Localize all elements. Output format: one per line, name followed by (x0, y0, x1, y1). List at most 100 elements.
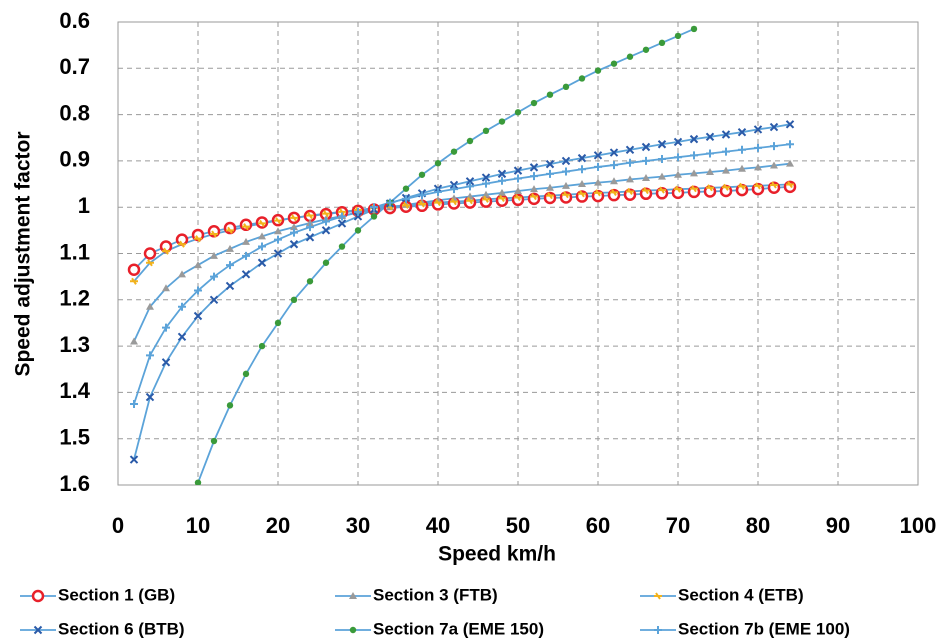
marker (290, 296, 298, 303)
marker (546, 169, 554, 178)
marker (770, 161, 778, 169)
marker (306, 223, 314, 232)
y-tick-label: 0.7 (59, 54, 90, 79)
marker (466, 182, 474, 191)
marker (562, 181, 570, 189)
x-tick-label: 70 (666, 513, 690, 538)
legend-marker (349, 592, 357, 599)
marker (338, 212, 346, 221)
marker (178, 240, 186, 248)
x-tick-label: 90 (826, 513, 850, 538)
marker (466, 137, 474, 145)
y-tick-label: 0.6 (59, 8, 90, 33)
marker (738, 164, 746, 172)
marker (546, 183, 554, 191)
marker (529, 163, 539, 172)
marker (754, 143, 762, 152)
marker (690, 169, 698, 177)
y-tick-label: 1 (78, 193, 90, 218)
y-tick-label: 1.1 (59, 239, 90, 264)
marker (322, 217, 330, 226)
marker (178, 270, 186, 278)
marker (353, 212, 363, 221)
x-tick-label: 60 (586, 513, 610, 538)
marker (498, 194, 506, 202)
marker (290, 214, 298, 222)
marker (594, 178, 602, 186)
x-tick-label: 0 (112, 513, 124, 538)
marker (514, 186, 522, 194)
marker (690, 185, 698, 193)
x-axis-title: Speed km/h (438, 543, 556, 566)
marker (129, 455, 139, 464)
marker (642, 174, 650, 182)
legend-item: Section 1 (GB) (20, 585, 175, 604)
marker (274, 217, 282, 225)
marker (514, 174, 522, 183)
legend-item: Section 3 (FTB) (335, 585, 498, 604)
marker (578, 180, 586, 188)
y-tick-label: 1.6 (59, 471, 90, 496)
y-tick-label: 0.9 (59, 147, 90, 172)
marker (434, 160, 442, 167)
marker (754, 182, 762, 190)
y-tick-label: 1.3 (59, 332, 90, 357)
marker (658, 172, 666, 180)
marker (626, 158, 634, 167)
marker (689, 134, 699, 144)
marker (162, 284, 170, 292)
marker (658, 39, 666, 47)
marker (305, 233, 315, 242)
marker (194, 261, 202, 269)
x-tick-label: 20 (266, 513, 290, 538)
marker (418, 200, 426, 208)
marker (258, 232, 266, 240)
marker (466, 197, 474, 205)
marker (786, 159, 794, 167)
marker (706, 184, 714, 192)
marker (194, 479, 202, 485)
marker (338, 243, 346, 250)
marker (578, 75, 586, 82)
marker (513, 166, 523, 175)
marker (514, 109, 522, 116)
marker (626, 175, 634, 183)
marker (626, 53, 634, 60)
marker (561, 156, 571, 166)
marker (130, 277, 138, 285)
marker (338, 208, 346, 216)
marker (482, 179, 490, 188)
marker (530, 192, 538, 201)
marker (642, 46, 650, 53)
marker (785, 120, 795, 129)
marker (674, 153, 682, 162)
marker (450, 185, 458, 194)
marker (370, 203, 378, 212)
marker (721, 130, 731, 139)
marker (498, 188, 506, 196)
marker (321, 226, 331, 235)
marker (658, 155, 666, 164)
marker (546, 91, 554, 98)
plot-frame (117, 21, 919, 486)
marker (178, 302, 186, 311)
marker (610, 177, 618, 185)
marker (610, 161, 618, 170)
marker (226, 226, 234, 234)
marker (545, 159, 555, 169)
marker (209, 295, 219, 305)
legend-label: Section 6 (BTB) (58, 619, 185, 638)
legend-item: Section 7a (EME 150) (335, 619, 544, 638)
marker (226, 244, 234, 252)
marker (289, 240, 299, 249)
x-tick-label: 100 (900, 513, 937, 538)
marker (594, 67, 602, 74)
marker (161, 358, 171, 367)
x-tick-label: 10 (186, 513, 210, 538)
marker (290, 228, 298, 237)
marker (127, 263, 141, 276)
x-tick-label: 50 (506, 513, 530, 538)
marker (450, 148, 458, 155)
